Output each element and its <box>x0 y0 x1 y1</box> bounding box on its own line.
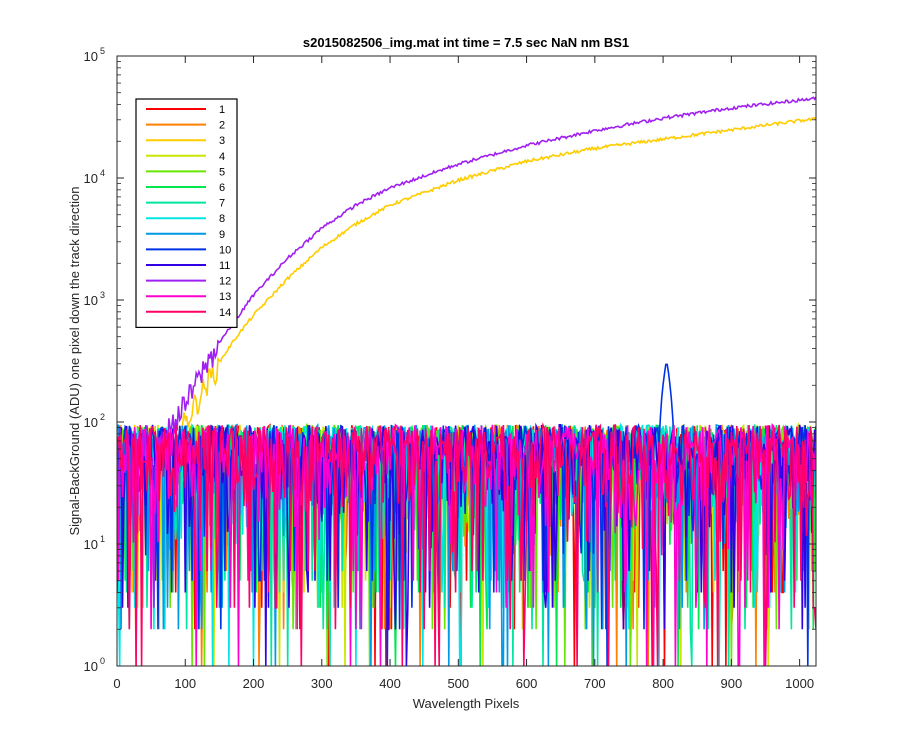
legend-label: 12 <box>219 276 231 288</box>
legend-label: 4 <box>219 151 225 163</box>
y-tick-label: 10 <box>84 659 98 674</box>
y-tick-exponent: 3 <box>100 290 105 300</box>
plot-frame <box>116 55 817 667</box>
series-line-3 <box>117 117 816 608</box>
legend-label: 2 <box>219 120 225 132</box>
y-tick-exponent: 4 <box>100 168 105 178</box>
legend-label: 1 <box>219 104 225 116</box>
x-tick-label: 900 <box>721 676 743 691</box>
x-tick-label: 0 <box>113 676 120 691</box>
legend-label: 13 <box>219 291 231 303</box>
y-tick-label: 10 <box>84 415 98 430</box>
legend-label: 7 <box>219 198 225 210</box>
series-layer <box>117 96 816 666</box>
legend-label: 11 <box>219 260 230 272</box>
x-axis: 0 100 200 300 400 500 600 700 800 900 1000 <box>113 56 814 691</box>
legend-label: 3 <box>219 135 225 147</box>
y-tick-exponent: 0 <box>100 656 105 666</box>
legend-label: 6 <box>219 182 225 194</box>
legend-label: 9 <box>219 229 225 241</box>
legend-label: 8 <box>219 213 225 225</box>
y-tick-exponent: 1 <box>100 534 105 544</box>
series-line-14 <box>117 422 816 666</box>
y-tick-label: 10 <box>84 537 98 552</box>
x-axis-label: Wavelength Pixels <box>413 696 520 711</box>
y-tick-label: 10 <box>84 49 98 64</box>
x-tick-label: 300 <box>311 676 333 691</box>
legend-label: 5 <box>219 166 225 178</box>
x-tick-label: 600 <box>516 676 538 691</box>
x-tick-label: 200 <box>243 676 265 691</box>
legend-box <box>135 98 238 328</box>
x-tick-label: 500 <box>447 676 469 691</box>
y-tick-exponent: 5 <box>100 46 105 56</box>
x-tick-label: 700 <box>584 676 606 691</box>
x-tick-label: 100 <box>174 676 196 691</box>
y-axis-label: Signal-BackGround (ADU) one pixel down t… <box>67 186 82 535</box>
y-tick-label: 10 <box>84 293 98 308</box>
y-tick-label: 10 <box>84 171 98 186</box>
chart-title: s2015082506_img.mat int time = 7.5 sec N… <box>303 35 629 50</box>
x-tick-label: 400 <box>379 676 401 691</box>
x-tick-label: 800 <box>652 676 674 691</box>
y-tick-exponent: 2 <box>100 412 105 422</box>
legend-label: 10 <box>219 244 231 256</box>
x-tick-label: 1000 <box>785 676 814 691</box>
legend-label: 14 <box>219 307 231 319</box>
